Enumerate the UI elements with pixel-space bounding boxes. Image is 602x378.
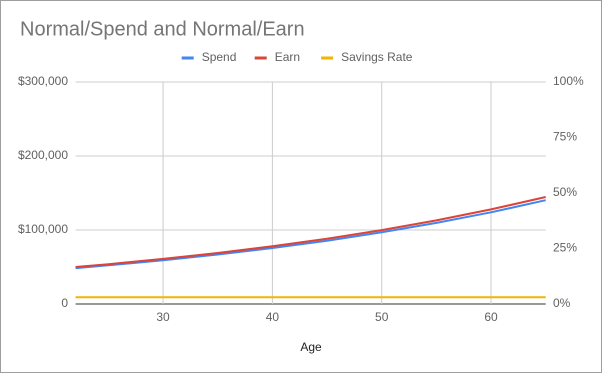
y-tick-label: $300,000	[18, 74, 68, 88]
y-tick-label: $200,000	[18, 148, 68, 162]
legend-label: Spend	[202, 50, 237, 64]
chart-title: Normal/Spend and Normal/Earn	[20, 18, 305, 40]
x-tick-label: 50	[375, 310, 389, 324]
legend-label: Earn	[275, 50, 300, 64]
y2-tick-label: 0%	[553, 296, 571, 310]
y2-tick-label: 75%	[553, 130, 577, 144]
y2-tick-label: 50%	[553, 185, 577, 199]
x-tick-label: 30	[156, 310, 170, 324]
legend-label: Savings Rate	[341, 50, 413, 64]
y2-tick-label: 100%	[553, 74, 584, 88]
x-tick-label: 40	[266, 310, 280, 324]
y-tick-label: 0	[61, 296, 68, 310]
y2-tick-label: 25%	[553, 241, 577, 255]
x-axis-label: Age	[300, 340, 322, 354]
series-line	[75, 196, 546, 268]
x-tick-label: 60	[484, 310, 498, 324]
series-line	[75, 199, 546, 270]
y-tick-label: $100,000	[18, 222, 68, 236]
